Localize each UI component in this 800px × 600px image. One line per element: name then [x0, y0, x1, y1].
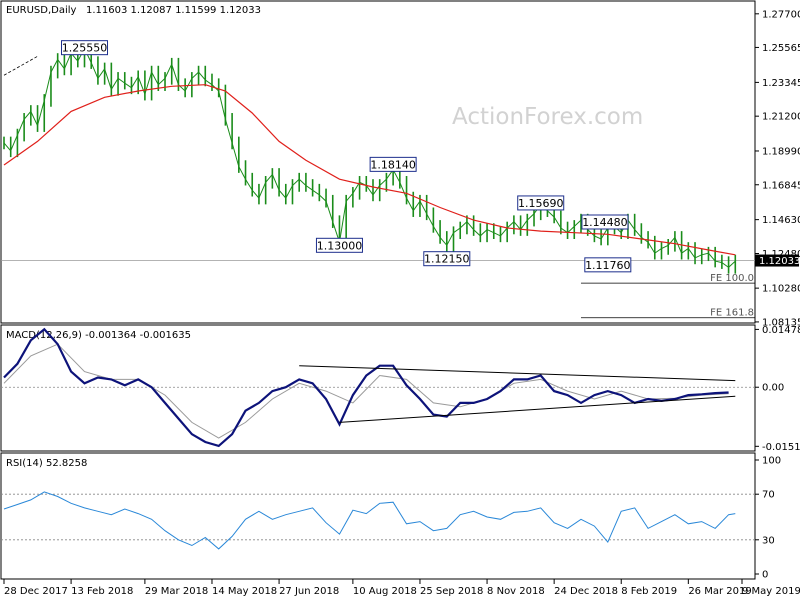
price-ytick-label: 1.23345 [762, 78, 800, 89]
x-tick-label: 29 Mar 2018 [145, 586, 208, 597]
x-tick-label: 27 Jun 2018 [279, 586, 339, 597]
x-tick-label: 8 Feb 2019 [621, 586, 677, 597]
macd-ytick-label: -0.015107 [762, 442, 800, 453]
price-annotation-box [369, 156, 417, 172]
price-annotation-label: 1.11760 [585, 259, 631, 272]
rsi-panel-frame [0, 452, 756, 580]
rsi-ytick-label: 100 [762, 456, 781, 467]
x-tick-label: 28 Dec 2017 [4, 586, 68, 597]
price-dashed-trend [3, 55, 38, 76]
price-annotation-label: 1.12150 [424, 253, 470, 266]
rsi-line [3, 491, 736, 550]
price-annotation-label: 1.15690 [518, 197, 564, 210]
macd-signal-line [3, 343, 729, 439]
moving-average-line [3, 84, 736, 256]
price-annotation-box [61, 40, 109, 56]
price-annotation-label: 1.18140 [370, 158, 416, 171]
x-axis: 28 Dec 2017 13 Feb 2018 29 Mar 2018 14 May … [3, 579, 800, 597]
price-annotation-label: 1.25550 [62, 42, 108, 55]
price-annotation-box [423, 251, 471, 267]
price-annotation-box [581, 214, 629, 230]
x-tick-label: 8 Nov 2018 [487, 586, 545, 597]
fibo-label: FE 161.8 [710, 308, 754, 319]
price-ytick-label: 1.25565 [762, 43, 800, 54]
macd-ytick-label: 0.014786 [762, 325, 800, 336]
x-tick-label: 13 Feb 2018 [71, 586, 133, 597]
symbol-header: EURUSD,Daily [6, 5, 77, 16]
current-price-tag-bg [755, 254, 799, 267]
rsi-layer: 100 70 30 0 [1, 456, 781, 581]
macd-layer: 0.014786 0.00 -0.015107 [1, 325, 800, 453]
price-annotation-box [315, 237, 363, 253]
macd-trendline [299, 365, 736, 382]
price-ytick-label: 1.21200 [762, 112, 800, 123]
x-tick-label: 9 May 2019 [742, 586, 800, 597]
macd-panel-frame [0, 324, 756, 452]
x-tick-label: 10 Aug 2018 [353, 586, 417, 597]
rsi-ytick-label: 70 [762, 490, 775, 501]
price-ytick-label: 1.18990 [762, 146, 800, 157]
rsi-title: RSI(14) 52.8258 [6, 458, 87, 469]
macd-title: MACD(12,26,9) -0.001364 -0.001635 [6, 330, 191, 341]
price-panel-frame [0, 0, 756, 324]
x-tick-label: 25 Sep 2018 [420, 586, 483, 597]
x-tick-label: 24 Dec 2018 [554, 586, 618, 597]
macd-line [3, 327, 729, 448]
x-tick-label: 14 May 2018 [212, 586, 277, 597]
x-tick-label: 26 Mar 2019 [688, 586, 751, 597]
price-annotation-box [517, 195, 565, 211]
watermark-text: ActionForex.com [452, 104, 643, 130]
price-ytick-label: 1.12480 [762, 249, 800, 260]
price-annotation-label: 1.13000 [317, 239, 363, 252]
price-ytick-label: 1.27700 [762, 9, 800, 20]
macd-ytick-label: 0.00 [762, 383, 784, 394]
price-ytick-label: 1.08135 [762, 317, 800, 328]
price-ytick-label: 1.16845 [762, 180, 800, 191]
ohlc-header: 1.11603 1.12087 1.11599 1.12033 [86, 5, 261, 16]
fibo-label: FE 100.0 [710, 273, 754, 284]
price-ytick-label: 1.14630 [762, 215, 800, 226]
price-layer: 1.27700 1.25565 1.23345 1.21200 1.18990 1.168… [1, 9, 800, 328]
macd-trendline [339, 395, 736, 423]
price-annotation-label: 1.14480 [582, 216, 628, 229]
rsi-ytick-label: 0 [762, 570, 768, 581]
current-price-tag-text: 1.12033 [759, 256, 800, 267]
rsi-ytick-label: 30 [762, 535, 775, 546]
price-ytick-label: 1.10280 [762, 284, 800, 295]
price-annotation-box [584, 257, 632, 273]
